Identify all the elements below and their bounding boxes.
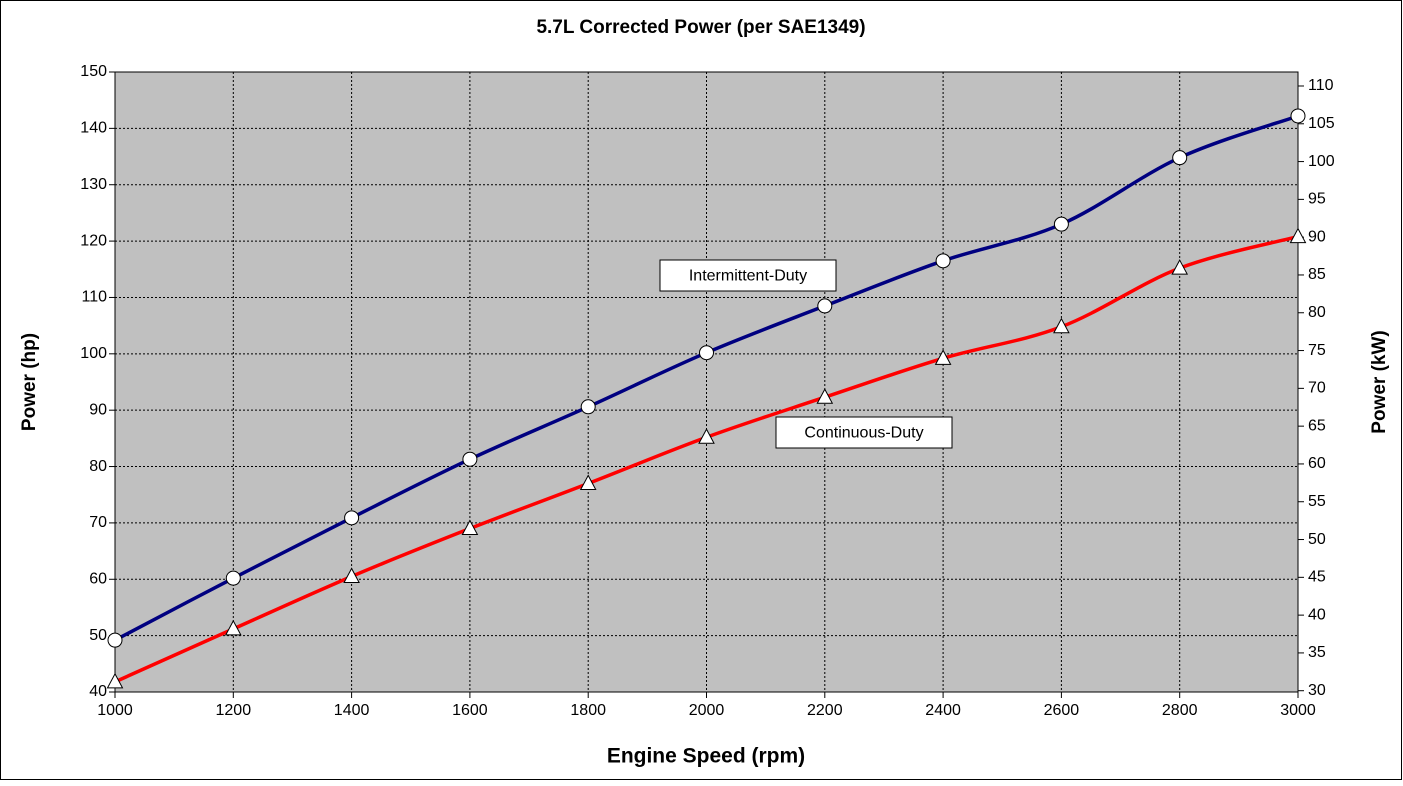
y2-tick-label: 80 — [1308, 304, 1326, 321]
y-tick-label: 120 — [80, 232, 107, 249]
point-marker — [1289, 227, 1307, 244]
y-tick-label: 140 — [80, 120, 107, 137]
y2-tick-label: 100 — [1308, 153, 1335, 170]
point-marker — [1053, 216, 1069, 232]
series-label-box — [775, 416, 953, 449]
point-marker — [934, 349, 952, 365]
series-label-box — [659, 259, 837, 292]
x-tick-label: 1200 — [216, 702, 252, 719]
point-marker — [462, 451, 478, 467]
y2-tick-label: 30 — [1308, 682, 1326, 699]
point-marker — [579, 474, 597, 490]
y2-tick-label: 75 — [1308, 342, 1326, 359]
y2-tick-label: 35 — [1308, 644, 1326, 661]
y2-tick-label: 50 — [1308, 531, 1326, 548]
point-marker — [1290, 108, 1306, 124]
y-tick-label: 90 — [89, 401, 107, 418]
y-tick-label: 40 — [89, 683, 107, 700]
point-marker — [699, 345, 714, 361]
y-tick-label: 150 — [80, 63, 107, 80]
series-label: Intermittent-Duty — [689, 268, 807, 285]
y2-tick-label: 65 — [1308, 417, 1326, 434]
point-marker — [1171, 259, 1189, 275]
x-tick-label: 1800 — [570, 702, 606, 719]
point-marker — [225, 570, 241, 586]
x-tick-label: 2600 — [1044, 702, 1080, 719]
point-marker — [343, 567, 360, 583]
y2-tick-label: 45 — [1308, 569, 1326, 586]
y-tick-label: 60 — [89, 570, 107, 587]
point-marker — [1172, 150, 1188, 166]
x-tick-label: 2200 — [807, 702, 843, 719]
y2-tick-label: 110 — [1308, 77, 1334, 94]
y-axis-title: Power (hp) — [19, 333, 40, 431]
x-tick-label: 1400 — [334, 702, 370, 719]
y-tick-label: 130 — [80, 176, 107, 193]
series-label: Continuous-Duty — [804, 425, 923, 442]
point-marker — [461, 519, 479, 536]
y2-axis-title: Power (kW) — [1369, 330, 1390, 433]
y2-tick-label: 40 — [1308, 606, 1326, 623]
point-marker — [580, 399, 596, 415]
y2-tick-label: 90 — [1308, 228, 1326, 245]
y2-tick-label: 70 — [1308, 380, 1326, 397]
x-tick-label: 2800 — [1162, 702, 1198, 719]
chart-title: 5.7L Corrected Power (per SAE1349) — [536, 17, 865, 38]
x-axis-title: Engine Speed (rpm) — [607, 745, 805, 768]
point-marker — [107, 632, 123, 648]
point-marker — [106, 672, 124, 689]
point-marker — [816, 388, 834, 404]
y2-tick-label: 55 — [1308, 493, 1326, 510]
y-tick-label: 80 — [89, 458, 107, 475]
point-marker — [817, 298, 833, 314]
y-tick-label: 50 — [89, 627, 107, 644]
point-marker — [224, 619, 242, 636]
x-tick-label: 2000 — [689, 702, 725, 719]
y-tick-label: 100 — [80, 345, 107, 362]
point-marker — [1053, 317, 1070, 334]
y2-tick-label: 85 — [1308, 266, 1326, 283]
y2-tick-label: 95 — [1308, 191, 1326, 208]
y-tick-label: 70 — [89, 514, 107, 531]
y-tick-label: 110 — [81, 289, 107, 306]
x-tick-label: 3000 — [1280, 702, 1316, 719]
x-tick-label: 1600 — [452, 702, 488, 719]
x-tick-label: 1000 — [97, 702, 133, 719]
y2-tick-label: 60 — [1308, 455, 1326, 472]
point-marker — [935, 253, 951, 269]
x-tick-label: 2400 — [925, 702, 961, 719]
y2-tick-label: 105 — [1308, 115, 1335, 132]
point-marker — [344, 510, 360, 526]
point-marker — [698, 428, 715, 444]
plot-border — [114, 71, 1299, 693]
